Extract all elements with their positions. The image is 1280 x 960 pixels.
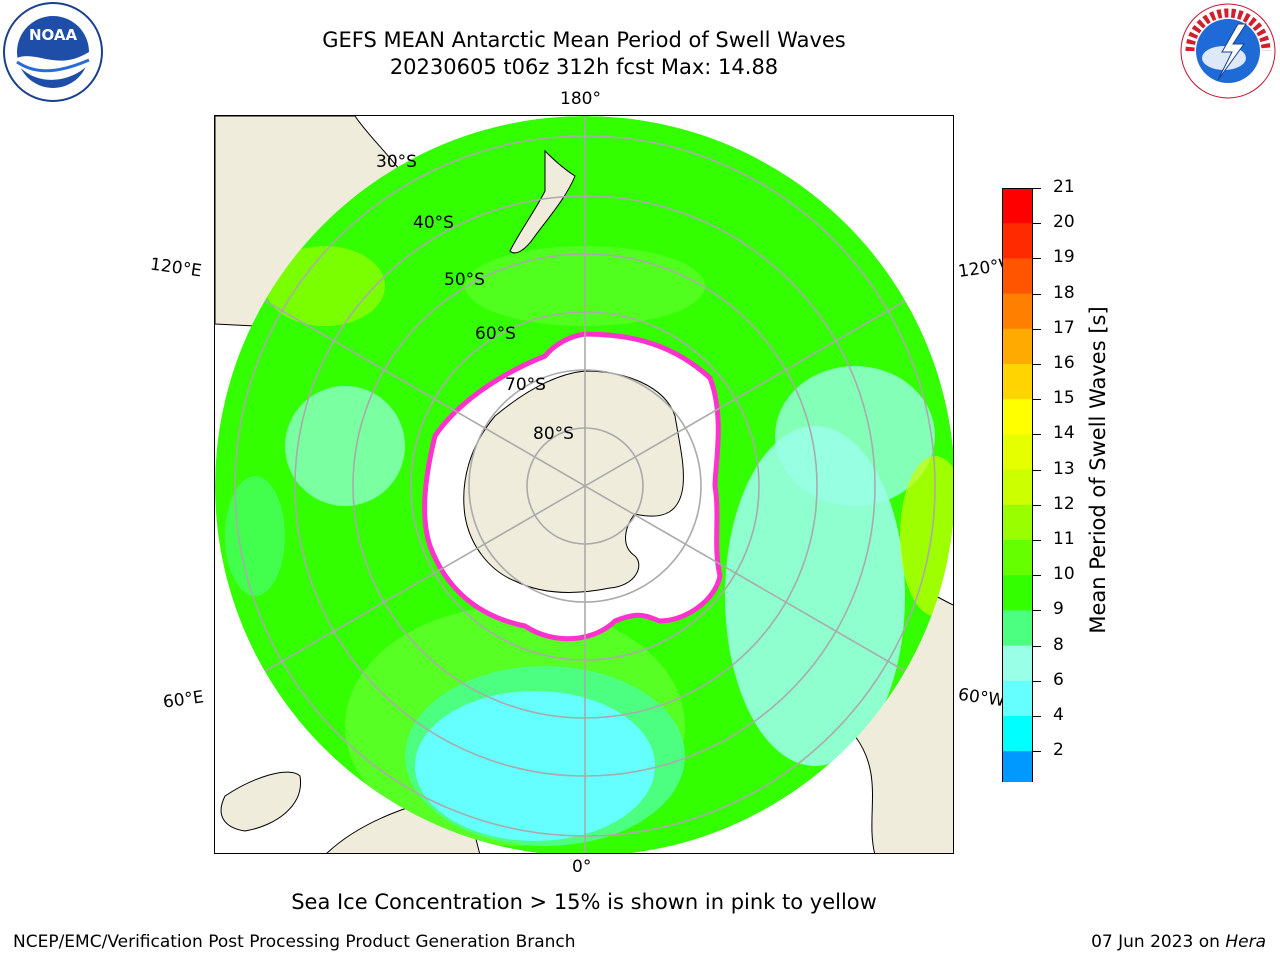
lon-label-120e: 120°E	[148, 254, 203, 282]
new-zealand-land	[509, 149, 576, 254]
colorbar-segment	[1002, 399, 1033, 435]
chart-subtitle: 20230605 t06z 312h fcst Max: 14.88	[389, 55, 779, 79]
colorbar-tick-mark	[1033, 328, 1041, 330]
colorbar-segment	[1002, 645, 1033, 682]
colorbar-label: Mean Period of Swell Waves [s]	[1086, 306, 1110, 634]
colorbar-segment	[1002, 258, 1033, 295]
colorbar-segment	[1002, 188, 1033, 224]
colorbar-tick-label: 6	[1053, 669, 1064, 690]
colorbar-segment	[1002, 680, 1033, 717]
footer-date-text: 07 Jun 2023 on	[1091, 932, 1226, 952]
colorbar-tick-mark	[1033, 610, 1041, 612]
colorbar-tick-label: 20	[1053, 212, 1075, 233]
colorbar-tick-label: 16	[1053, 353, 1075, 373]
colorbar-segment	[1002, 223, 1033, 259]
noaa-logo-text: NOAA	[29, 26, 78, 44]
colorbar-tick-mark	[1033, 223, 1041, 225]
colorbar-tick-mark	[1033, 716, 1041, 717]
colorbar-tick-mark	[1033, 258, 1041, 260]
colorbar-tick-label: 8	[1053, 634, 1064, 655]
colorbar-tick-mark	[1033, 364, 1041, 365]
lon-label-180: 180°	[560, 89, 601, 109]
lon-label-0: 0°	[572, 857, 592, 877]
colorbar-tick-mark	[1033, 434, 1041, 436]
colorbar-tick-label: 4	[1053, 705, 1064, 725]
lat-label-60s: 60°S	[475, 324, 516, 344]
colorbar-tick-label: 10	[1053, 564, 1075, 585]
lat-label-50s: 50°S	[444, 270, 485, 290]
lat-label-80s: 80°S	[533, 424, 574, 444]
polar-map	[215, 116, 953, 853]
colorbar-segment	[1002, 540, 1033, 576]
colorbar-segment	[1002, 716, 1033, 752]
colorbar-segment	[1002, 328, 1033, 365]
lat-label-30s: 30°S	[376, 152, 417, 172]
chart-title: GEFS MEAN Antarctic Mean Period of Swell…	[322, 28, 846, 52]
colorbar-segment	[1002, 504, 1033, 541]
colorbar-segment	[1002, 434, 1033, 471]
footer-date: 07 Jun 2023 on Hera	[1091, 932, 1266, 952]
colorbar-segment	[1002, 364, 1033, 400]
colorbar-tick-mark	[1033, 751, 1041, 753]
colorbar-tick-mark	[1033, 504, 1041, 506]
lon-label-60e: 60°E	[161, 687, 206, 713]
colorbar-segment	[1002, 575, 1033, 611]
colorbar-outline	[1002, 188, 1033, 782]
colorbar-segment	[1002, 469, 1033, 506]
noaa-logo: NOAA	[2, 2, 104, 102]
colorbar-segment	[1002, 293, 1033, 330]
colorbar-tick-label: 12	[1053, 493, 1075, 514]
colorbar-tick-label: 15	[1053, 388, 1075, 409]
sea-ice-note: Sea Ice Concentration > 15% is shown in …	[291, 890, 877, 914]
colorbar-tick-label: 18	[1053, 282, 1075, 303]
colorbar-tick-mark	[1033, 645, 1041, 647]
colorbar-tick-mark	[1033, 680, 1041, 682]
colorbar-tick-mark	[1033, 575, 1041, 577]
colorbar-tick-mark	[1033, 188, 1041, 189]
lat-label-40s: 40°S	[413, 213, 454, 233]
colorbar-tick-label: 21	[1053, 177, 1075, 197]
map-panel	[214, 115, 954, 854]
madagascar-land	[220, 771, 301, 832]
colorbar-tick-mark	[1033, 540, 1041, 541]
lon-label-60w: 60°W	[956, 684, 1007, 712]
colorbar-tick-label: 14	[1053, 423, 1075, 444]
colorbar-tick-label: 19	[1053, 247, 1075, 268]
colorbar-segment	[1002, 610, 1033, 647]
colorbar-tick-label: 9	[1053, 599, 1064, 620]
footer-host: Hera	[1225, 932, 1266, 952]
colorbar-segment	[1002, 751, 1033, 782]
lat-label-70s: 70°S	[505, 375, 546, 395]
colorbar-tick-mark	[1033, 293, 1041, 295]
colorbar-tick-mark	[1033, 399, 1041, 401]
colorbar-tick-mark	[1033, 469, 1041, 471]
colorbar-tick-label: 13	[1053, 458, 1075, 479]
nws-logo	[1178, 2, 1278, 100]
colorbar-tick-label: 2	[1053, 740, 1064, 761]
colorbar-tick-label: 11	[1053, 529, 1075, 549]
colorbar	[1002, 188, 1033, 782]
colorbar-tick-label: 17	[1053, 317, 1075, 338]
footer-organization: NCEP/EMC/Verification Post Processing Pr…	[13, 932, 576, 952]
